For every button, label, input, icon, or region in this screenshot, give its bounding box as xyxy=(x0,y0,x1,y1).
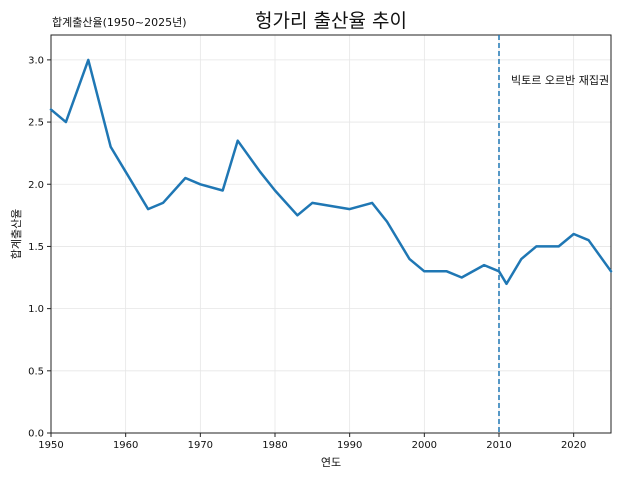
data-point xyxy=(222,189,224,191)
data-point xyxy=(348,208,350,210)
y-tick-label: 1.0 xyxy=(28,304,44,315)
data-point xyxy=(65,121,67,123)
data-point xyxy=(334,205,336,207)
x-axis-label: 연도 xyxy=(321,456,341,469)
series-line xyxy=(49,58,613,286)
x-tick-label: 1980 xyxy=(262,440,287,451)
data-point xyxy=(535,245,537,247)
data-point xyxy=(110,146,112,148)
annotation-text: 빅토르 오르반 재집권 xyxy=(511,74,609,87)
data-point xyxy=(50,108,52,110)
y-tick-label: 1.5 xyxy=(28,242,44,253)
data-point xyxy=(259,171,261,173)
data-point xyxy=(558,245,560,247)
data-point xyxy=(483,264,485,266)
x-tick-label: 1960 xyxy=(113,440,138,451)
data-point xyxy=(386,220,388,222)
data-point xyxy=(147,208,149,210)
y-axis-label: 합계출산율 xyxy=(10,209,23,260)
data-point xyxy=(199,183,201,185)
data-point xyxy=(505,283,507,285)
data-point xyxy=(87,59,89,61)
data-point xyxy=(371,202,373,204)
x-tick-label: 2000 xyxy=(412,440,437,451)
y-tick-label: 2.5 xyxy=(28,118,44,129)
plot-frame xyxy=(50,34,612,434)
y-tick-label: 0.0 xyxy=(28,429,44,440)
x-tick-label: 2020 xyxy=(561,440,586,451)
data-point xyxy=(446,270,448,272)
data-point xyxy=(587,239,589,241)
data-point xyxy=(274,189,276,191)
data-point xyxy=(460,276,462,278)
data-point xyxy=(236,140,238,142)
data-point xyxy=(408,258,410,260)
y-tick-label: 2.0 xyxy=(28,180,44,191)
data-point xyxy=(572,233,574,235)
data-point xyxy=(423,270,425,272)
chart-title: 헝가리 출산율 추이 xyxy=(255,10,407,32)
data-point xyxy=(520,258,522,260)
x-tick-label: 1950 xyxy=(38,440,63,451)
grid xyxy=(50,35,611,434)
y-tick-label: 0.5 xyxy=(28,366,44,377)
data-point xyxy=(184,177,186,179)
data-point xyxy=(162,202,164,204)
data-point xyxy=(498,270,500,272)
data-point xyxy=(311,202,313,204)
chart-subtitle: 합계출산율(1950~2025년) xyxy=(52,16,187,29)
axis-ticks: 1950 1960 1970 1980 1990 2000 2010 2020 0.0 0.5 1.… xyxy=(28,55,586,451)
data-points xyxy=(50,59,612,285)
data-point xyxy=(610,270,612,272)
x-tick-label: 2010 xyxy=(486,440,511,451)
x-tick-label: 1970 xyxy=(188,440,213,451)
data-point xyxy=(124,171,126,173)
y-tick-label: 3.0 xyxy=(28,55,44,66)
x-tick-label: 1990 xyxy=(337,440,362,451)
data-point xyxy=(296,214,298,216)
